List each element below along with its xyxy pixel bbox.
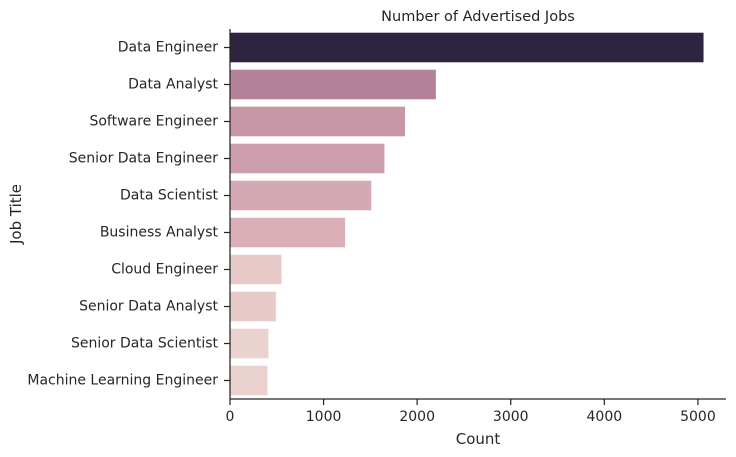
bar <box>230 180 372 211</box>
y-tick-group: Data Engineer Data Analyst Software Engine… <box>27 40 230 389</box>
x-tick-label: 2000 <box>399 409 435 425</box>
bar <box>230 32 704 63</box>
x-tick-label: 0 <box>226 409 235 425</box>
x-tick-label: 1000 <box>306 409 342 425</box>
y-tick-label: Cloud Engineer <box>111 262 218 278</box>
x-tick-group: 0 1000 2000 3000 4000 5000 <box>226 399 716 425</box>
bar <box>230 217 346 248</box>
chart-title: Number of Advertised Jobs <box>381 9 575 25</box>
y-tick-label: Machine Learning Engineer <box>27 373 218 389</box>
bar <box>230 254 282 285</box>
bar <box>230 328 269 359</box>
y-tick-label: Data Engineer <box>118 40 218 56</box>
bars-group <box>230 32 704 396</box>
bar <box>230 143 385 174</box>
bar <box>230 365 268 396</box>
y-axis-title: Job Title <box>7 184 25 245</box>
y-tick-label: Data Analyst <box>128 77 218 93</box>
x-tick-label: 5000 <box>680 409 716 425</box>
y-tick-label: Senior Data Scientist <box>71 336 219 352</box>
y-tick-label: Software Engineer <box>89 114 218 130</box>
y-tick-label: Senior Data Analyst <box>79 299 218 315</box>
y-tick-label: Senior Data Engineer <box>69 151 219 167</box>
x-tick-label: 4000 <box>587 409 623 425</box>
x-axis-title: Count <box>456 430 501 448</box>
bar <box>230 291 276 322</box>
x-tick-label: 3000 <box>493 409 529 425</box>
bar <box>230 106 406 137</box>
y-tick-label: Data Scientist <box>120 188 219 204</box>
y-tick-label: Business Analyst <box>100 225 219 241</box>
bar <box>230 69 436 100</box>
